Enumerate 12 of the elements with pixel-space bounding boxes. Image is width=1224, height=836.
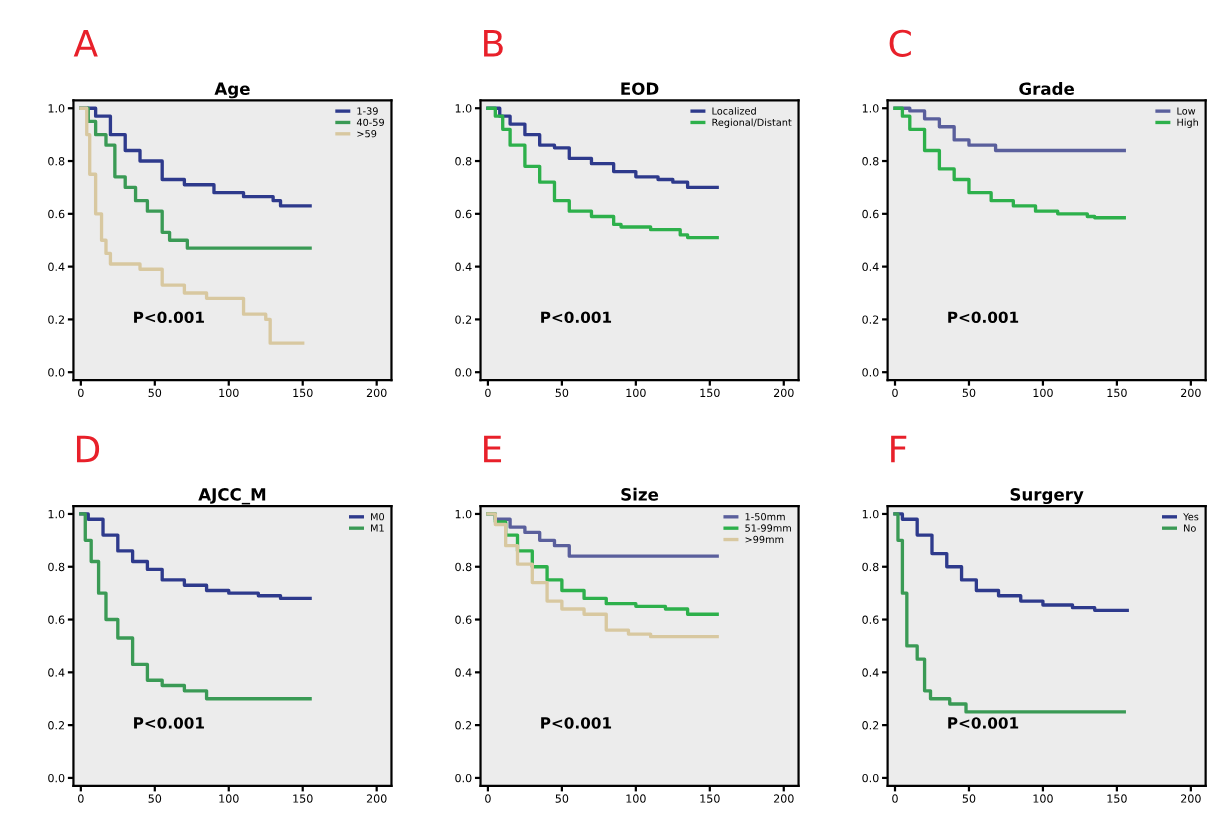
chart-title: Grade — [1019, 82, 1075, 95]
chart-title: Surgery — [1010, 488, 1084, 505]
text: A — [73, 30, 98, 57]
text: B — [484, 30, 503, 57]
chart-title: AJCC_M — [198, 488, 266, 505]
text: D — [76, 435, 100, 463]
chart-title: EOD — [621, 82, 659, 95]
chart-title: Age — [214, 82, 250, 99]
text: C — [889, 29, 911, 57]
text: F — [891, 435, 907, 463]
chart-title: Size — [621, 487, 659, 501]
text: E — [484, 435, 502, 463]
